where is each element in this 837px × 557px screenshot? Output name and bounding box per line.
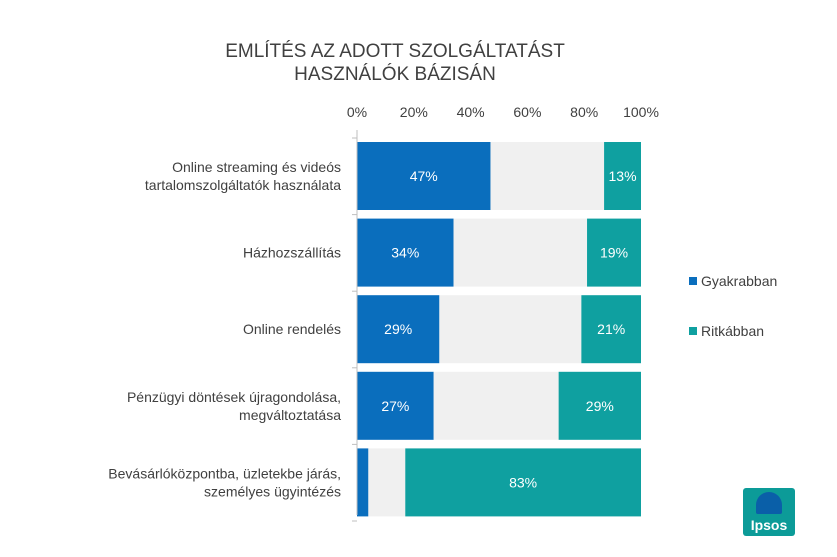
category-label: Házhozszállítás <box>243 245 341 261</box>
bar-segment <box>357 295 440 364</box>
bar-segment <box>439 295 582 364</box>
data-label: 83% <box>509 474 537 490</box>
x-tick-label: 40% <box>457 104 485 120</box>
bar-segment <box>357 142 491 210</box>
bar-segment <box>368 448 406 517</box>
category-label: Online streaming és videós <box>172 159 341 175</box>
data-label: 19% <box>600 245 628 261</box>
x-tick-label: 0% <box>347 104 367 120</box>
x-tick-label: 60% <box>513 104 541 120</box>
bar-segment <box>357 448 369 517</box>
bar-segment <box>433 371 559 440</box>
bar-segment <box>357 218 454 287</box>
legend-swatch <box>689 327 697 335</box>
x-tick-label: 100% <box>623 104 659 120</box>
ipsos-logo-text: Ipsos <box>750 517 788 533</box>
legend-label: Ritkábban <box>701 323 764 339</box>
ipsos-logo: Ipsos <box>743 488 795 536</box>
ipsos-logo-head-icon <box>756 492 782 514</box>
data-label: 27% <box>381 398 409 414</box>
legend-label: Gyakrabban <box>701 273 777 289</box>
category-label: Bevásárlóközpontba, üzletekbe járás, <box>108 465 341 481</box>
category-label: Pénzügyi döntések újragondolása, <box>127 389 341 405</box>
category-label: megváltoztatása <box>239 407 341 423</box>
bar-segment <box>490 142 605 210</box>
x-tick-label: 80% <box>570 104 598 120</box>
data-label: 47% <box>410 168 438 184</box>
bar-segment <box>357 371 434 440</box>
data-label: 21% <box>597 321 625 337</box>
legend-swatch <box>689 277 697 285</box>
bar-segment <box>587 218 641 287</box>
data-label: 13% <box>609 168 637 184</box>
data-label: 34% <box>391 245 419 261</box>
category-label: tartalomszolgáltatók használata <box>145 177 341 193</box>
bar-segment <box>453 218 588 287</box>
bar-segment <box>604 142 641 210</box>
data-label: 29% <box>586 398 614 414</box>
category-label: személyes ügyintézés <box>204 483 341 499</box>
chart-title: EMLÍTÉS AZ ADOTT SZOLGÁLTATÁST HASZNÁLÓK… <box>195 40 595 86</box>
data-label: 29% <box>384 321 412 337</box>
chart-title-line-2: HASZNÁLÓK BÁZISÁN <box>294 64 496 85</box>
bar-segment <box>581 295 641 364</box>
bar-segment <box>405 448 641 517</box>
category-label: Online rendelés <box>243 321 341 337</box>
chart-title-line-1: EMLÍTÉS AZ ADOTT SZOLGÁLTATÁST <box>225 41 565 62</box>
x-tick-label: 20% <box>400 104 428 120</box>
bar-segment <box>558 371 641 440</box>
